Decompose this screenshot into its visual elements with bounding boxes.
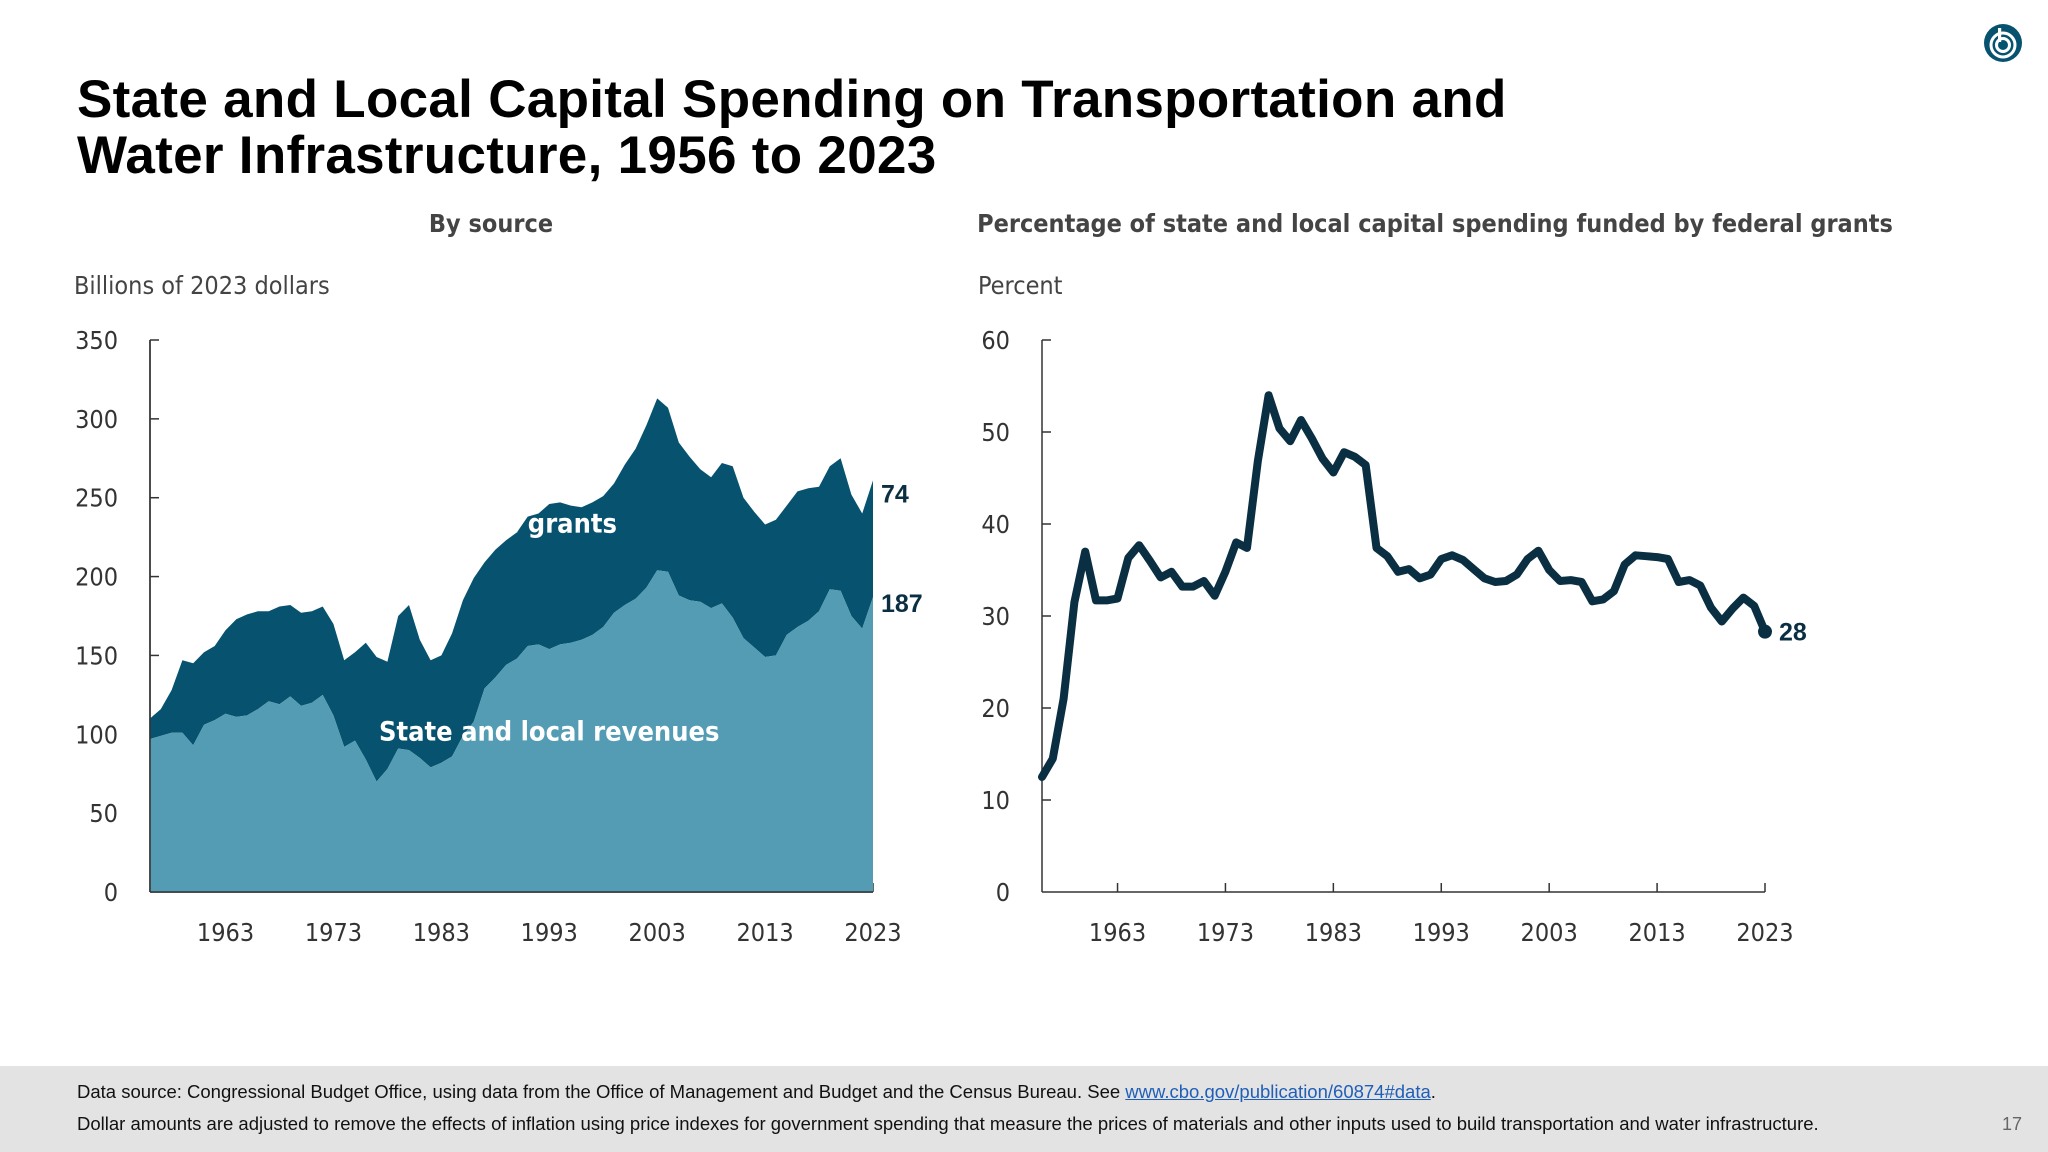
x-tick-label: 2003	[1521, 918, 1578, 947]
federal-share-line	[1038, 391, 1769, 781]
y-tick-label: 300	[75, 405, 118, 434]
by-source-chart-svg: By source Billions of 2023 dollars 0 50 100 1…	[74, 209, 923, 947]
data-source-prefix: Data source: Congressional Budget Office…	[77, 1081, 1126, 1102]
y-tick-label: 40	[981, 510, 1010, 539]
federal-share-end-label: 28	[1779, 619, 1807, 647]
y-tick-label: 150	[75, 641, 118, 670]
slide-title: State and Local Capital Spending on Tran…	[77, 72, 1777, 184]
x-tick-label: 2013	[736, 918, 793, 947]
x-tick-label: 1963	[197, 918, 254, 947]
federal-share-chart-svg: Percentage of state and local capital sp…	[977, 209, 1893, 947]
slide-title-line-2: Water Infrastructure, 1956 to 2023	[77, 126, 937, 185]
federal-share-chart: Percentage of state and local capital sp…	[960, 190, 1980, 970]
federal-grants-area	[150, 398, 873, 782]
y-tick-label: 350	[75, 326, 118, 355]
y-tick-label: 50	[981, 418, 1010, 447]
chart-title: Percentage of state and local capital sp…	[977, 209, 1893, 238]
y-tick-label: 50	[89, 799, 118, 828]
x-tick-label: 1973	[305, 918, 362, 947]
federal-grants-end-label: 74	[881, 480, 909, 508]
x-tick-label: 1983	[413, 918, 470, 947]
y-tick-label: 100	[75, 720, 118, 749]
x-tick-label: 1983	[1305, 918, 1362, 947]
data-source-note: Data source: Congressional Budget Office…	[77, 1081, 1436, 1103]
x-tick-label: 1963	[1089, 918, 1146, 947]
y-tick-label: 20	[981, 694, 1010, 723]
cbo-logo-icon	[1982, 22, 2024, 64]
y-tick-label: 0	[996, 878, 1010, 907]
page-number: 17	[2001, 1114, 2022, 1134]
x-tick-label: 2023	[844, 918, 901, 947]
inflation-note: Dollar amounts are adjusted to remove th…	[77, 1113, 1819, 1134]
data-source-suffix: .	[1430, 1081, 1436, 1102]
y-axis-label: Billions of 2023 dollars	[74, 271, 330, 300]
y-tick-label: 200	[75, 563, 118, 592]
state-local-revenues-label: State and local revenues	[379, 717, 719, 748]
y-tick-label: 10	[981, 786, 1010, 815]
by-source-chart: By source Billions of 2023 dollars 0 50 100 1…	[60, 190, 960, 970]
y-tick-label: 250	[75, 484, 118, 513]
federal-share-end-point	[1758, 624, 1772, 639]
y-axis-label: Percent	[978, 271, 1063, 300]
data-source-link[interactable]: www.cbo.gov/publication/60874#data	[1125, 1081, 1431, 1102]
y-tick-label: 60	[981, 326, 1010, 355]
x-tick-label: 1993	[1413, 918, 1470, 947]
y-tick-label: 30	[981, 602, 1010, 631]
x-tick-label: 2023	[1736, 918, 1793, 947]
y-tick-label: 0	[104, 878, 118, 907]
state-local-end-label: 187	[881, 590, 923, 618]
chart-title: By source	[429, 209, 553, 238]
x-tick-label: 2013	[1628, 918, 1685, 947]
slide-title-line-1: State and Local Capital Spending on Tran…	[77, 70, 1507, 129]
footer: Data source: Congressional Budget Office…	[0, 1066, 2048, 1152]
x-tick-label: 1973	[1197, 918, 1254, 947]
state-local-revenues-area	[150, 570, 873, 892]
x-tick-label: 2003	[629, 918, 686, 947]
x-tick-label: 1993	[521, 918, 578, 947]
federal-grants-label: Federal grants	[417, 508, 617, 539]
